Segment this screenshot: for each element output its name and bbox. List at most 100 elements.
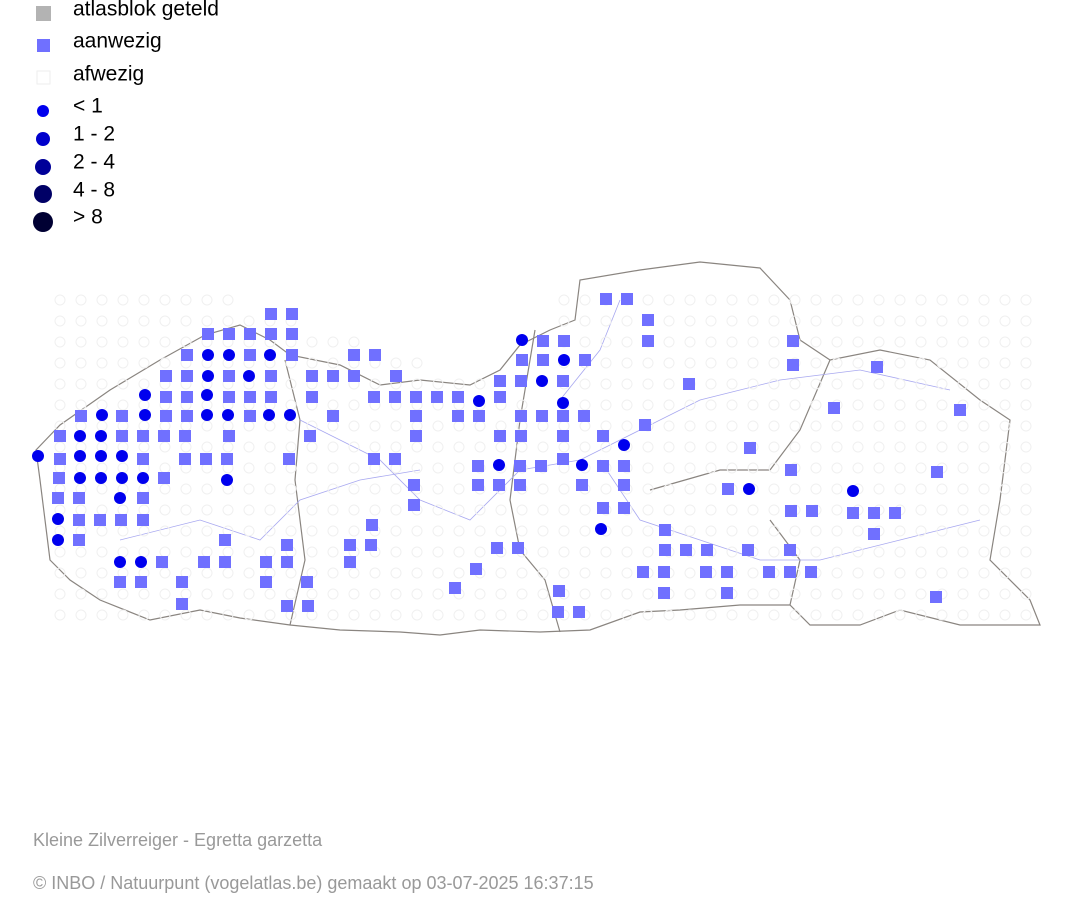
present-cell: [659, 544, 671, 556]
present-cell: [472, 460, 484, 472]
absent-cell: [873, 420, 885, 432]
absent-cell: [600, 546, 612, 558]
absent-cell: [705, 399, 717, 411]
present-cell: [137, 430, 149, 442]
absent-cell: [474, 420, 486, 432]
absent-cell: [96, 399, 108, 411]
present-cell: [558, 335, 570, 347]
absent-cell: [117, 315, 129, 327]
present-cell: [73, 492, 85, 504]
absent-cell: [747, 588, 759, 600]
absent-cell: [726, 357, 738, 369]
absent-cell: [159, 357, 171, 369]
absent-cell: [600, 315, 612, 327]
present-cell: [494, 391, 506, 403]
absent-cell: [285, 588, 297, 600]
absent-cell: [894, 546, 906, 558]
absent-cell: [201, 399, 213, 411]
absent-cell: [117, 399, 129, 411]
absent-cell: [663, 399, 675, 411]
absent-cell: [915, 357, 927, 369]
present-cell: [642, 335, 654, 347]
absent-cell: [600, 609, 612, 621]
absent-cell: [978, 315, 990, 327]
absent-cell: [831, 462, 843, 474]
absent-cell: [726, 504, 738, 516]
absent-cell: [789, 315, 801, 327]
count-dot: [52, 513, 64, 525]
legend-symbol: [34, 185, 52, 203]
absent-cell: [201, 567, 213, 579]
present-cell: [158, 430, 170, 442]
count-dot: [137, 472, 149, 484]
present-cell: [368, 391, 380, 403]
absent-cell: [810, 483, 822, 495]
absent-cell: [936, 378, 948, 390]
absent-cell: [411, 378, 423, 390]
count-dot: [618, 439, 630, 451]
absent-cell: [201, 588, 213, 600]
absent-cell: [516, 525, 528, 537]
absent-cell: [54, 357, 66, 369]
present-cell: [557, 375, 569, 387]
absent-cell: [138, 504, 150, 516]
count-dot: [202, 370, 214, 382]
present-cell: [281, 600, 293, 612]
absent-cell: [726, 420, 738, 432]
absent-cell: [831, 441, 843, 453]
present-cell: [260, 556, 272, 568]
absent-cell: [75, 588, 87, 600]
absent-cell: [306, 504, 318, 516]
absent-cell: [558, 441, 570, 453]
absent-cell: [684, 567, 696, 579]
absent-cell: [1020, 441, 1032, 453]
present-cell: [137, 492, 149, 504]
absent-cell: [894, 357, 906, 369]
absent-cell: [894, 399, 906, 411]
absent-cell: [726, 441, 738, 453]
present-cell: [221, 453, 233, 465]
absent-cell: [936, 357, 948, 369]
absent-cell: [621, 588, 633, 600]
absent-cell: [747, 420, 759, 432]
absent-cell: [768, 609, 780, 621]
absent-cell: [75, 567, 87, 579]
absent-cell: [936, 441, 948, 453]
absent-cell: [705, 588, 717, 600]
absent-cell: [180, 483, 192, 495]
absent-cell: [915, 588, 927, 600]
species-name: Kleine Zilverreiger - Egretta garzetta: [33, 830, 323, 850]
absent-cell: [642, 378, 654, 390]
absent-cell: [831, 294, 843, 306]
absent-cell: [327, 567, 339, 579]
present-cell: [116, 430, 128, 442]
present-cell: [553, 585, 565, 597]
legend-label: 4 - 8: [73, 179, 115, 202]
present-cell: [744, 442, 756, 454]
present-cell: [219, 534, 231, 546]
absent-cell: [201, 483, 213, 495]
absent-cell: [852, 588, 864, 600]
absent-cell: [558, 567, 570, 579]
absent-cell: [96, 420, 108, 432]
absent-cell: [327, 525, 339, 537]
present-cell: [410, 410, 422, 422]
present-cell: [515, 430, 527, 442]
absent-cell: [579, 399, 591, 411]
absent-cell: [138, 441, 150, 453]
absent-cell: [915, 336, 927, 348]
absent-cell: [453, 504, 465, 516]
present-cell: [265, 370, 277, 382]
absent-cell: [159, 504, 171, 516]
absent-cell: [768, 315, 780, 327]
present-cell: [618, 479, 630, 491]
present-cell: [281, 556, 293, 568]
absent-cell: [936, 546, 948, 558]
absent-cell: [516, 420, 528, 432]
present-cell: [181, 370, 193, 382]
absent-cell: [852, 357, 864, 369]
present-cell: [597, 460, 609, 472]
absent-cell: [537, 588, 549, 600]
absent-cell: [915, 399, 927, 411]
